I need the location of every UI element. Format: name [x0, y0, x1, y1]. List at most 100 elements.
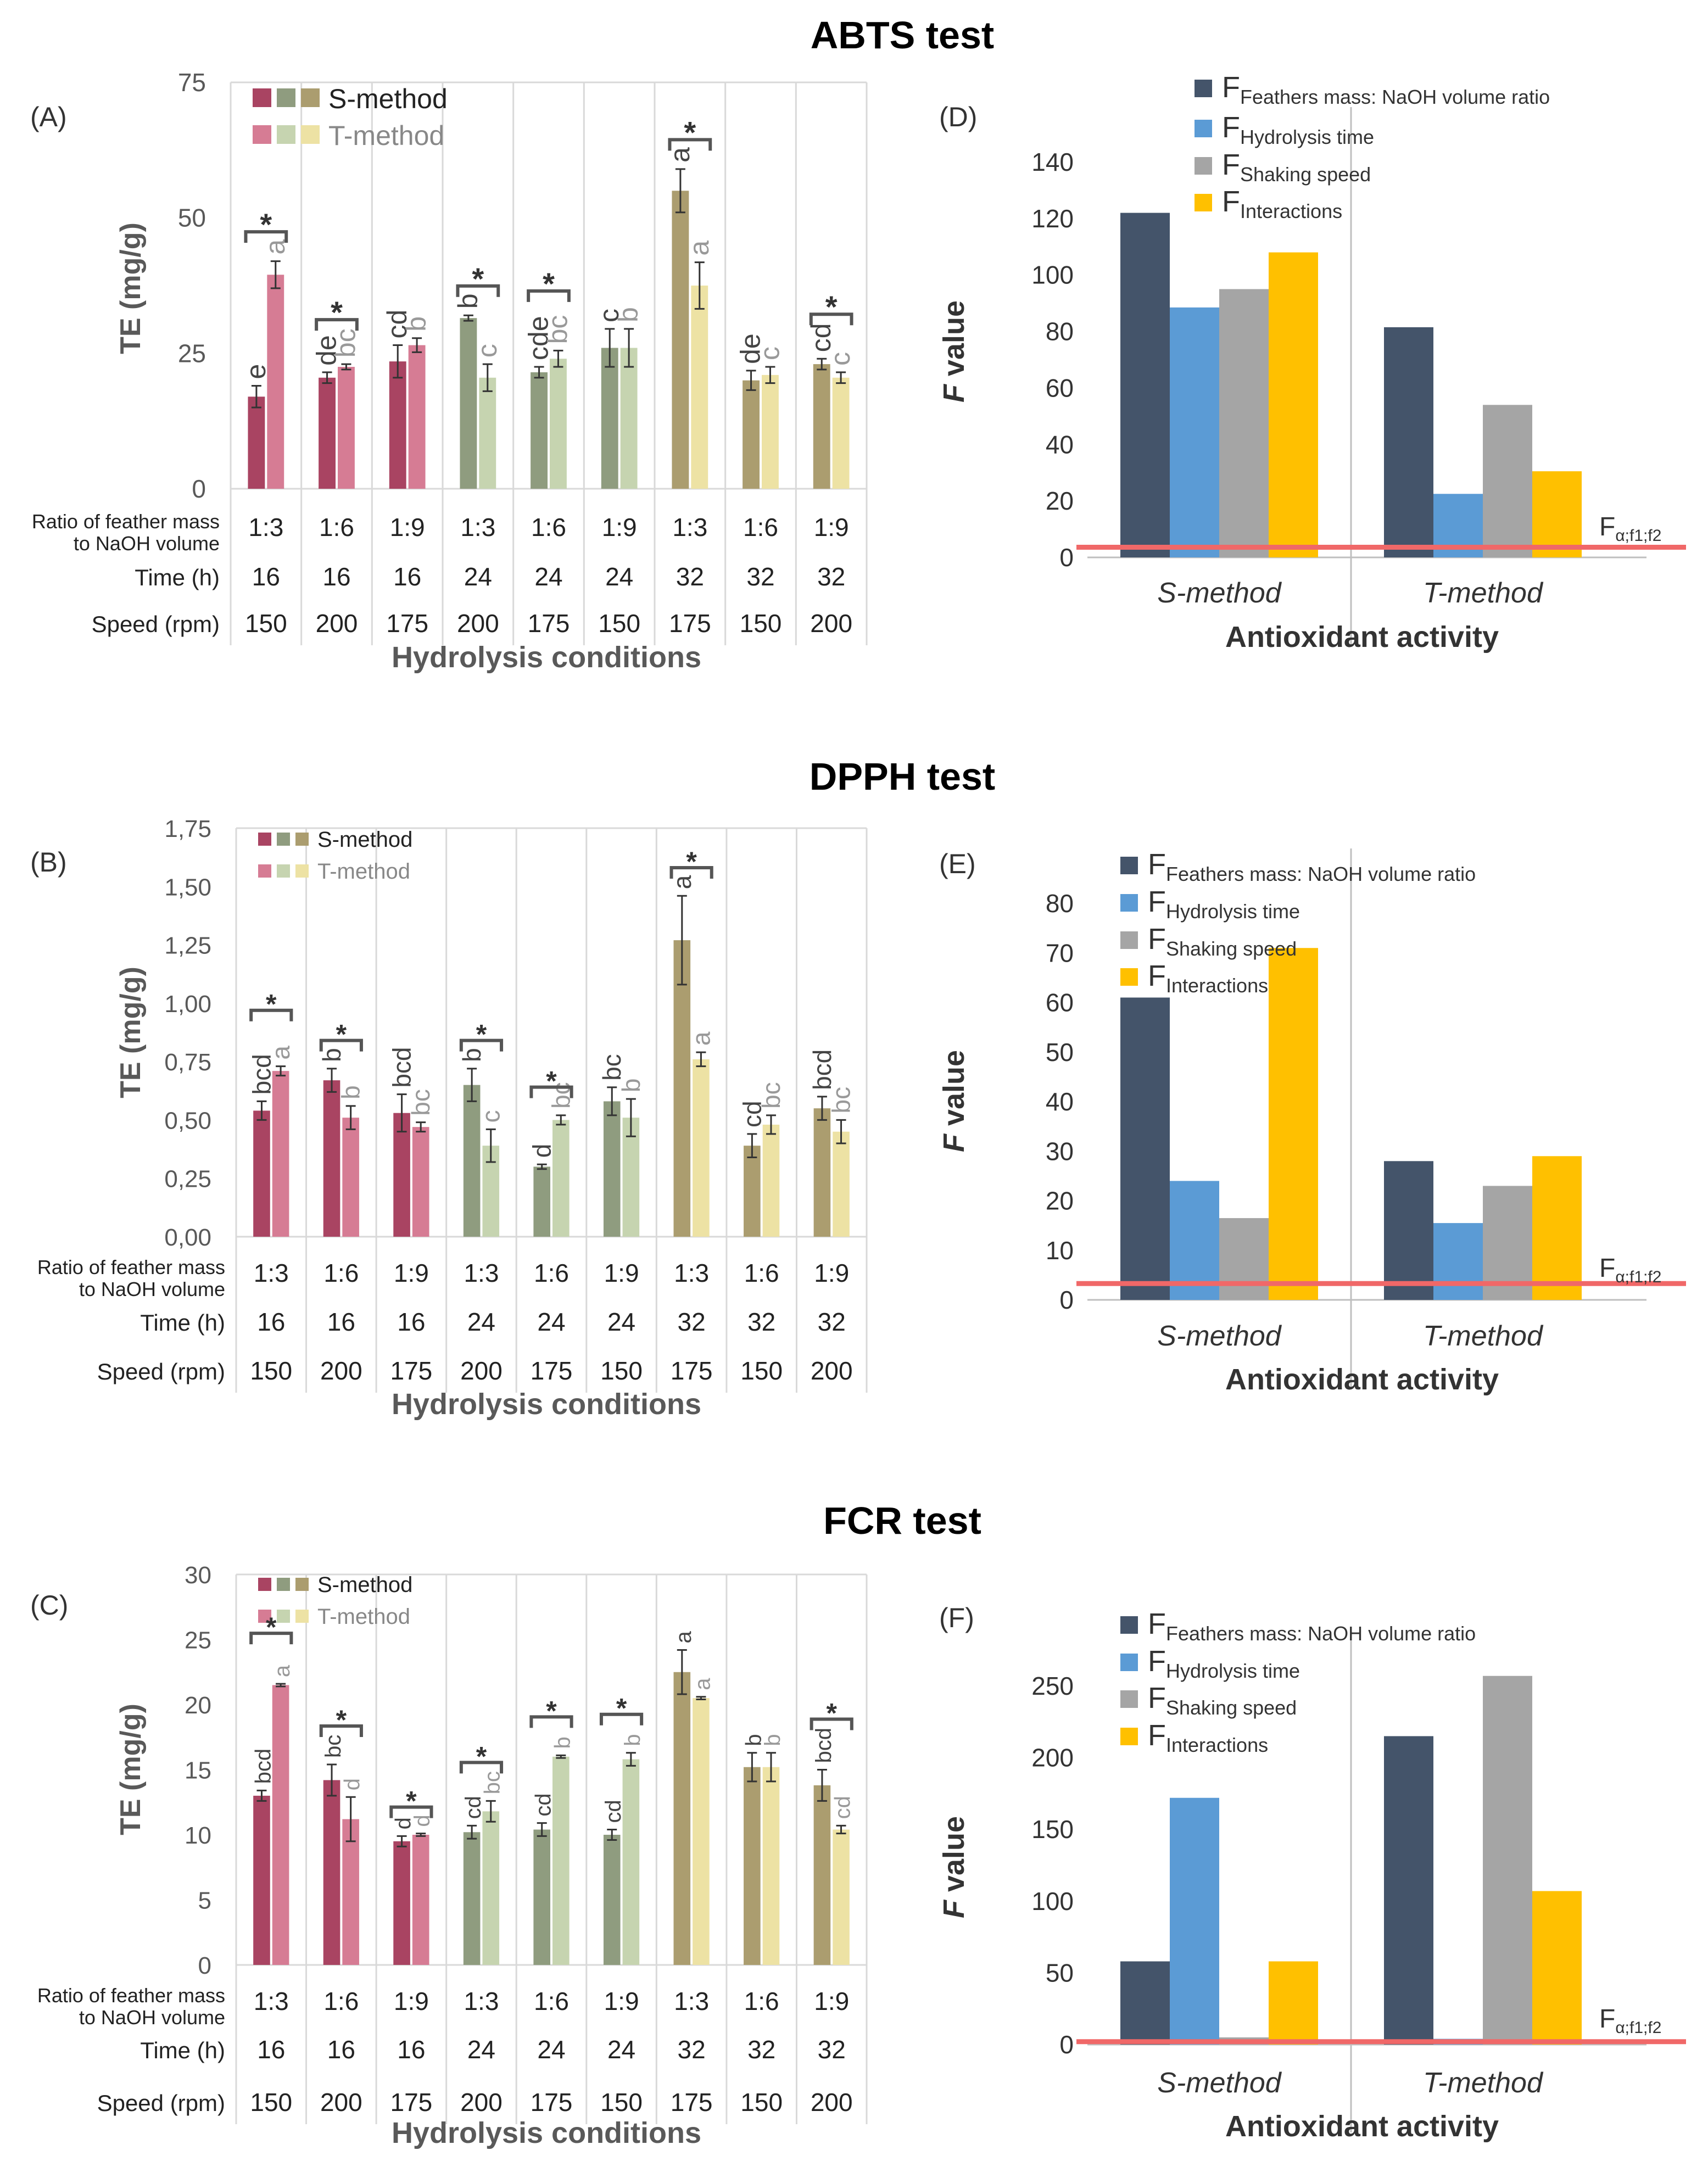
panel-c-letter-s-method: cd	[461, 1796, 485, 1819]
panel-c-row-label-speed: Speed (rpm)	[97, 2090, 225, 2116]
panel-a-cell-ratio: 1:6	[743, 513, 778, 541]
panel-e-category-label: S-method	[1157, 1320, 1282, 1352]
panel-a-letter-t-method: c	[472, 344, 503, 358]
panel-c-bar-s-method	[253, 1795, 270, 1965]
section-title-abts: ABTS test	[811, 14, 994, 57]
panel-a-cell-speed: 175	[669, 609, 711, 638]
panel-d-bar	[1384, 327, 1433, 557]
panel-b-letter-t-method: bc	[827, 1087, 856, 1114]
panel-e-y-tick-label: 10	[1046, 1236, 1074, 1265]
panel-c-bar-t-method	[833, 1829, 850, 1965]
panel-e-legend-swatch	[1120, 931, 1138, 949]
panel-a-letter-t-method: bc	[330, 328, 361, 358]
panel-b-significance-bracket	[669, 865, 713, 879]
panel-a-bar-t-method	[408, 345, 426, 489]
panel-b-y-axis-label: TE (mg/g)	[115, 967, 147, 1098]
panel-b-legend-swatch	[295, 833, 309, 846]
panel-a-significance-bracket	[315, 318, 359, 331]
panel-c-bar-t-method	[762, 1767, 780, 1965]
panel-d-legend-swatch	[1195, 120, 1212, 137]
panel-a-y-tick-label: 0	[192, 474, 206, 503]
panel-e-critical-f-label: Fα;f1;f2	[1599, 1254, 1661, 1286]
panel-a-cell-time: 24	[534, 562, 562, 591]
panel-b-legend-swatch	[258, 833, 271, 846]
panel-c-cell-ratio: 1:9	[394, 1987, 429, 2015]
panel-b-legend-swatch	[277, 833, 290, 846]
panel-a-significance-star: *	[684, 115, 696, 149]
panel-a-letter-s-method: cd	[382, 310, 412, 339]
panel-b-panel-label: (B)	[30, 847, 67, 878]
panel-d-bar	[1120, 213, 1170, 558]
panel-c-bar-s-method	[393, 1841, 410, 1965]
panel-a-bar-s-method	[601, 348, 618, 489]
panel-b-letter-t-method: b	[617, 1079, 645, 1093]
panel-f-y-tick-label: 50	[1046, 1958, 1074, 1987]
panel-a-significance-bracket	[456, 284, 500, 297]
panel-f-bar	[1384, 1736, 1433, 2045]
panel-c-cell-ratio: 1:9	[814, 1987, 849, 2015]
panel-c-y-tick-label: 25	[185, 1627, 211, 1654]
panel-e-y-tick-label: 20	[1046, 1187, 1074, 1215]
panel-a-bar-s-method	[248, 396, 265, 489]
panel-c-cell-time: 32	[678, 2035, 706, 2064]
panel-b-cell-speed: 175	[390, 1356, 433, 1385]
panel-c-legend-swatch	[258, 1610, 271, 1623]
panel-f-legend-swatch	[1120, 1654, 1138, 1671]
panel-e-legend-swatch	[1120, 857, 1138, 874]
panel-a-cell-time: 32	[746, 562, 774, 591]
panel-b-bar-s-method	[533, 1166, 550, 1237]
panel-c-legend-swatch	[277, 1610, 290, 1623]
section-title-dpph: DPPH test	[810, 755, 995, 798]
panel-c-legend-swatch	[258, 1578, 271, 1591]
panel-c-cell-time: 16	[257, 2035, 285, 2064]
panel-c-y-tick-label: 10	[185, 1822, 211, 1849]
panel-a-row-label-speed: Speed (rpm)	[92, 611, 220, 637]
panel-b-bar-s-method	[253, 1110, 270, 1237]
panel-a-bar-s-method	[389, 361, 406, 489]
panel-b-cell-speed: 175	[671, 1356, 713, 1385]
panel-c-cell-time: 32	[747, 2035, 775, 2064]
section-title-fcr: FCR test	[823, 1499, 981, 1542]
panel-c-letter-s-method: bc	[321, 1735, 345, 1758]
panel-c-letter-s-method: a	[672, 1630, 696, 1643]
panel-c-row-label-time: Time (h)	[140, 2037, 225, 2063]
panel-b-bar-t-method	[552, 1120, 570, 1237]
panel-c-cell-time: 32	[818, 2035, 846, 2064]
panel-b-letter-s-method: bcd	[388, 1047, 416, 1087]
panel-c-bar-t-method	[342, 1819, 359, 1965]
panel-c-significance-bracket	[810, 1717, 853, 1730]
panel-f-y-tick-label: 250	[1031, 1672, 1074, 1700]
panel-e-bar	[1269, 948, 1318, 1300]
panel-a-letter-t-method: b	[613, 307, 644, 322]
panel-e-y-axis-label: F value	[937, 1050, 970, 1152]
panel-d-y-tick-label: 80	[1046, 317, 1074, 346]
panel-a-y-tick-label: 25	[178, 339, 206, 367]
panel-b-bar-s-method	[323, 1080, 341, 1237]
panel-c-letter-t-method: a	[270, 1665, 294, 1677]
panel-b-row-label-time: Time (h)	[140, 1310, 225, 1336]
panel-b-letter-t-method: a	[266, 1046, 295, 1060]
panel-d-critical-f-label: Fα;f1;f2	[1599, 512, 1661, 545]
panel-b-row-label-ratio: Ratio of feather mass	[37, 1256, 225, 1278]
panel-a-legend-swatch	[277, 125, 295, 144]
panel-a-cell-speed: 150	[740, 609, 782, 638]
panel-f-legend-label: FHydrolysis time	[1148, 1645, 1300, 1682]
panel-b-cell-ratio: 1:9	[394, 1259, 429, 1287]
panel-c-significance-bracket	[389, 1805, 433, 1818]
panel-a-cell-speed: 175	[528, 609, 570, 638]
panel-b-cell-ratio: 1:6	[744, 1259, 779, 1287]
panel-c-cell-ratio: 1:6	[744, 1987, 779, 2015]
panel-b-cell-time: 24	[607, 1308, 635, 1336]
panel-b-cell-speed: 200	[460, 1356, 503, 1385]
panel-a-cell-time: 16	[393, 562, 421, 591]
panel-b-legend-label: T-method	[317, 859, 410, 884]
panel-b-y-tick-label: 1,00	[164, 991, 211, 1018]
panel-b-significance-bracket	[319, 1038, 363, 1052]
panel-d-legend-swatch	[1195, 157, 1212, 175]
panel-a-letter-t-method: a	[684, 241, 715, 256]
panel-b-y-tick-label: 1,75	[164, 816, 211, 842]
panel-b-cell-ratio: 1:3	[674, 1259, 709, 1287]
panel-b-cell-ratio: 1:3	[464, 1259, 499, 1287]
panel-b-significance-bracket	[529, 1085, 573, 1098]
